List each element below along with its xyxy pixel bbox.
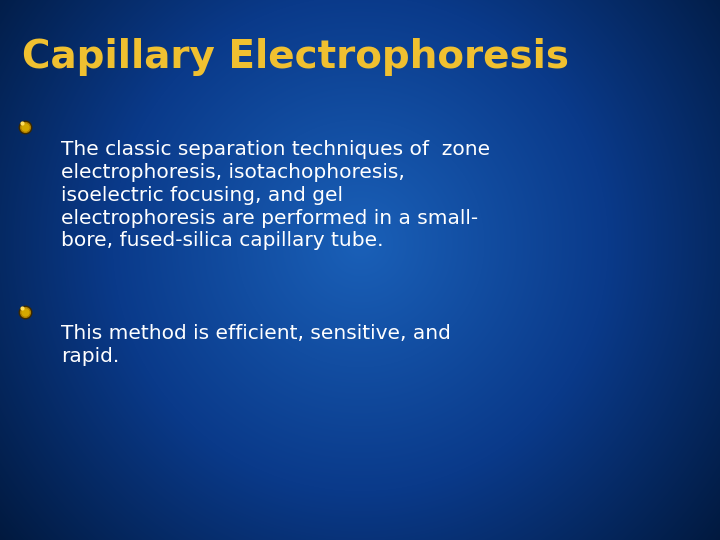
Text: The classic separation techniques of  zone
electrophoresis, isotachophoresis,
is: The classic separation techniques of zon… bbox=[61, 140, 490, 251]
Text: Capillary Electrophoresis: Capillary Electrophoresis bbox=[22, 38, 569, 76]
Text: This method is efficient, sensitive, and
rapid.: This method is efficient, sensitive, and… bbox=[61, 324, 451, 366]
